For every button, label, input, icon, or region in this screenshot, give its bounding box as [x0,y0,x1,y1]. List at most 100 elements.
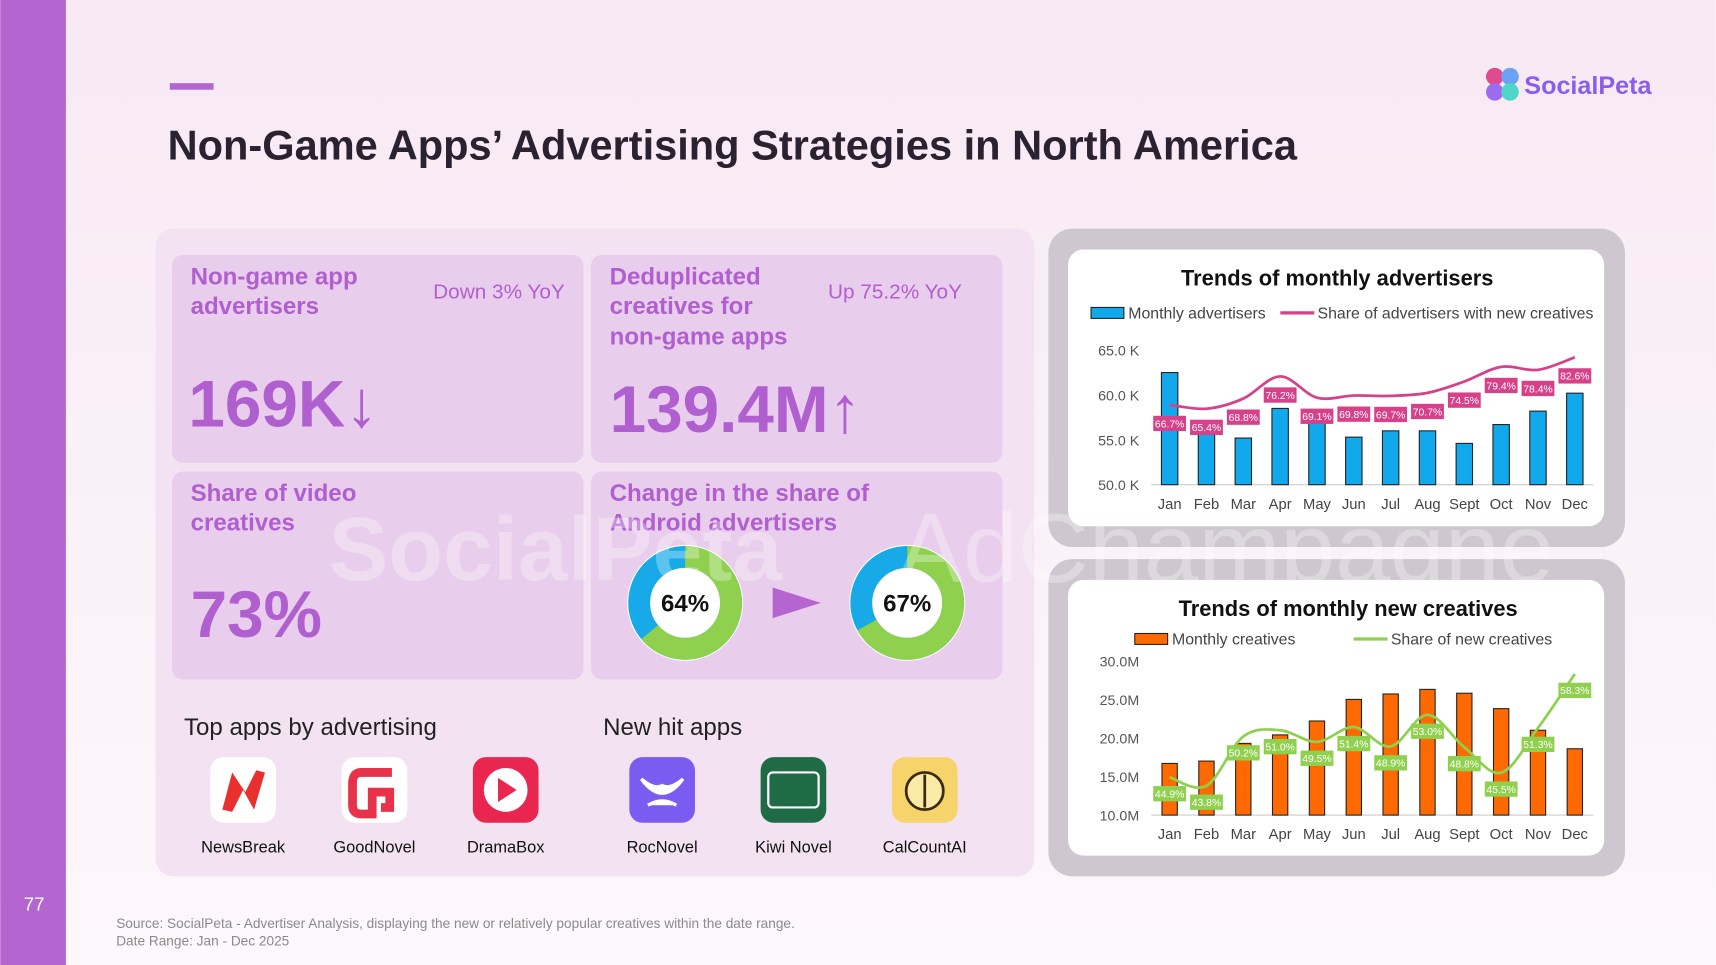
page-number: 77 [24,893,45,914]
app-name: RocNovel [627,838,698,856]
y-tick-label: 55.0 K [1098,433,1140,449]
footer-source: Source: SocialPeta - Advertiser Analysis… [116,916,795,931]
kpi-value: 73% [191,578,322,651]
data-label: 74.5% [1450,396,1479,407]
line [1169,673,1576,789]
kpi-title: Deduplicated creatives for non-game apps [610,263,788,350]
data-label: 58.3% [1560,686,1589,697]
data-label-box [1447,392,1481,408]
donut-segment [857,545,965,660]
bar [1566,748,1584,816]
data-label-box [1447,755,1481,772]
data-label: 79.4% [1486,381,1515,392]
data-label: 51.0% [1265,743,1294,754]
x-tick-label: Mar [1231,827,1257,843]
data-label: 51.3% [1523,740,1552,751]
x-tick-label: Jan [1158,827,1182,843]
data-label: 78.4% [1523,384,1552,395]
arrow [772,587,821,619]
x-tick-label: Aug [1414,827,1440,843]
data-label: 53.0% [1413,727,1442,738]
data-label: 50.2% [1229,749,1258,760]
data-label: 69.7% [1376,410,1405,421]
app-name: CalCountAI [883,838,967,856]
bar [1381,430,1400,486]
android-share: 64% 67% [627,544,966,661]
kpi-card [591,254,1003,463]
data-label-box [1190,419,1223,435]
x-tick-label: Nov [1525,827,1552,843]
watermark: SocialPeta AdChampagne [328,493,1554,603]
bar [1382,693,1399,816]
x-tick-label: Jul [1381,497,1400,513]
data-label-box [1300,750,1334,766]
logo: SocialPeta [1486,67,1653,101]
bar [1492,424,1510,486]
x-tick-label: Mar [1231,497,1257,513]
data-label: 45.5% [1486,785,1515,796]
donut-hole [873,568,942,637]
x-tick-label: Oct [1490,497,1513,513]
y-tick-label: 20.0M [1100,731,1140,747]
x-tick-label: Jan [1158,497,1182,513]
x-tick-label: Dec [1562,497,1588,513]
x-tick-label: Jul [1381,827,1400,843]
bar [1418,430,1437,486]
legend-label: Share of advertisers with new creatives [1318,305,1594,322]
donut-hole [651,568,720,637]
bar [1345,436,1363,486]
data-label-box [1484,377,1518,394]
kpi-title-line: Non-game app [191,263,358,290]
data-label-box [1226,745,1260,761]
bar [1234,437,1253,486]
data-label: 66.7% [1155,419,1184,430]
x-tick-label: Aug [1414,497,1440,513]
data-label: 44.9% [1155,790,1184,801]
bar [1492,708,1510,816]
legend-label: Monthly creatives [1172,631,1295,648]
app-icon [760,757,827,823]
kpi-card [171,254,584,463]
app-name: Kiwi Novel [755,838,832,856]
x-tick-label: Dec [1562,827,1588,843]
app-name: DramaBox [467,838,545,856]
y-tick-label: 15.0M [1100,770,1140,786]
x-tick-label: May [1303,497,1332,513]
data-label: 69.1% [1302,412,1331,423]
chart: Trends of monthly new creatives 10.0M 15.0… [1100,596,1594,843]
x-tick-label: Jun [1342,827,1366,843]
app-icon-art [498,777,517,802]
data-label-box [1411,403,1444,420]
y-tick-label: 65.0 K [1098,344,1140,360]
logo-text: SocialPeta [1524,72,1652,100]
data-label-box [1263,739,1297,755]
data-label: 76.2% [1265,391,1294,402]
sidebar [0,0,66,965]
data-label-box [1153,786,1187,802]
app-icon-art [640,777,685,807]
kpi-title-line: Share of video [191,480,357,507]
bar [1455,442,1474,486]
chart-card [1068,579,1605,856]
data-label: 49.5% [1302,754,1331,765]
logo-petal [1486,67,1504,86]
app-icon-art [348,768,395,819]
app-icons [210,757,958,823]
kpi-title-line: creatives [191,510,295,537]
data-label-box [1300,408,1334,424]
kpi-value: 169K↓ [188,368,378,441]
bar [1235,742,1252,816]
bar [1419,688,1436,816]
data-label-box [1337,406,1371,422]
donut-segment [641,545,743,660]
footer-date: Date Range: Jan - Dec 2025 [116,933,289,948]
app-name: GoodNovel [333,838,415,856]
x-tick-label: Sept [1449,497,1479,513]
data-label-box [1374,406,1408,423]
watermark-text: SocialPeta [328,500,783,600]
legend-swatch [1134,632,1169,645]
data-label-box [1337,735,1371,752]
x-tick-label: Jun [1342,497,1366,513]
chart-title: Trends of monthly advertisers [1181,266,1493,291]
